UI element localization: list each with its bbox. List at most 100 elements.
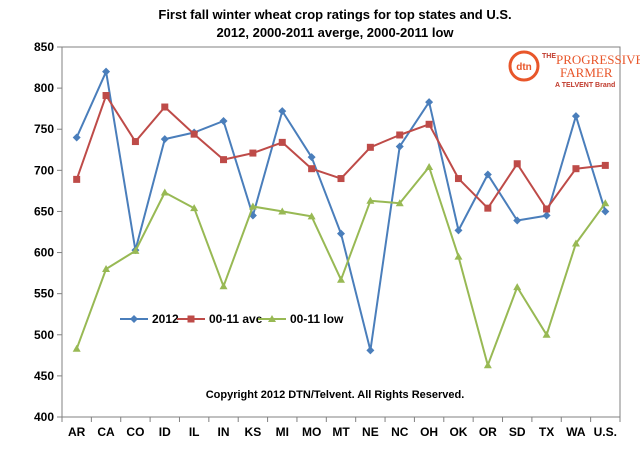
data-point [337,229,345,238]
x-tick-label: MT [332,425,350,439]
data-point [571,112,580,121]
data-point [513,216,522,225]
x-tick-label: KS [245,425,262,439]
data-point [219,282,228,290]
data-point [484,204,492,212]
y-tick-label: 750 [34,122,54,136]
legend-item-ave: 00-11 ave [177,312,263,326]
data-point [102,265,111,272]
data-point [513,283,522,291]
chart-title-line2: 2012, 2000-2011 averge, 2000-2011 low [216,25,454,40]
data-point [425,120,433,128]
x-tick-label: ID [159,425,171,439]
data-point [542,330,551,338]
x-tick-label: IL [189,425,200,439]
data-point [278,207,287,215]
x-tick-label: OH [420,425,438,439]
x-tick-label: NE [362,425,379,439]
legend-marker-triangle [268,315,276,322]
data-point [73,175,81,183]
data-point [454,252,463,260]
chart-title-line1: First fall winter wheat crop ratings for… [158,7,511,22]
data-point [102,67,111,76]
y-tick-label: 550 [34,287,54,301]
data-point [425,98,434,107]
logo-farmer: FARMER [560,65,613,80]
data-point [307,153,316,162]
data-point [395,199,404,207]
x-tick-label: IN [218,425,230,439]
data-point [483,170,492,179]
data-point [483,361,492,369]
x-tick-label: MI [276,425,289,439]
x-tick-label: OK [449,425,467,439]
data-point [337,175,345,183]
x-tick-label: MO [302,425,321,439]
data-point [190,130,198,138]
data-point [454,226,463,235]
data-point [543,205,551,213]
x-tick-label: AR [68,425,86,439]
data-point [161,103,169,111]
data-point [72,133,81,142]
logo-the: THE [542,53,556,60]
x-tick-label: NC [391,425,409,439]
y-tick-label: 500 [34,328,54,342]
data-point [366,143,374,151]
data-point [601,161,609,169]
logo-progressive: PROGRESSIVE [556,52,640,67]
x-tick-label: SD [509,425,526,439]
y-axis: 400 450 500 550 600 650 700 750 800 850 [34,40,62,424]
data-point [513,160,521,168]
x-axis: AR CA CO ID IL IN KS MI MO MT NE NC OH OK OR SD TX WA U.S. [61,417,621,439]
data-point [308,165,316,173]
x-tick-label: TX [539,425,554,439]
x-tick-label: CA [97,425,115,439]
data-point [425,163,434,171]
data-point [601,199,610,207]
x-tick-label: WA [566,425,586,439]
data-point [160,135,169,144]
legend-label-2012: 2012 [152,312,179,326]
legend-marker-diamond [130,315,138,323]
data-point [366,196,375,204]
legend: 2012 00-11 ave 00-11 low [120,312,344,326]
data-point [102,92,110,100]
data-point [542,211,551,220]
series-low [72,163,610,369]
data-point [366,346,375,355]
data-point [131,138,139,146]
x-tick-label: OR [479,425,497,439]
data-point [572,165,580,173]
y-tick-label: 400 [34,410,54,424]
data-point [601,207,610,216]
data-point [72,344,81,352]
x-tick-label: CO [126,425,144,439]
legend-item-2012: 2012 [120,312,179,326]
data-point [307,212,316,220]
copyright-annotation: Copyright 2012 DTN/Telvent. All Rights R… [206,389,465,401]
data-point [395,142,404,151]
legend-label-ave: 00-11 ave [209,312,263,326]
series-layer [72,67,610,369]
dtn-logo-circle [508,50,540,82]
x-tick-label: U.S. [594,425,617,439]
data-point [571,239,580,247]
data-point [278,107,287,116]
progressive-farmer-logo: dtn THE PROGRESSIVE FARMER A TELVENT Bra… [508,50,640,89]
data-point [278,138,286,146]
data-point [454,175,462,183]
y-tick-label: 600 [34,246,54,260]
y-tick-label: 850 [34,40,54,54]
series-ave [73,92,609,213]
y-tick-label: 800 [34,81,54,95]
legend-marker-square [187,315,195,323]
legend-label-low: 00-11 low [290,312,344,326]
data-point [249,149,257,157]
data-point [248,202,257,210]
data-point [131,246,140,254]
legend-item-low: 00-11 low [258,312,344,326]
data-point [396,131,404,139]
y-tick-label: 650 [34,204,54,218]
